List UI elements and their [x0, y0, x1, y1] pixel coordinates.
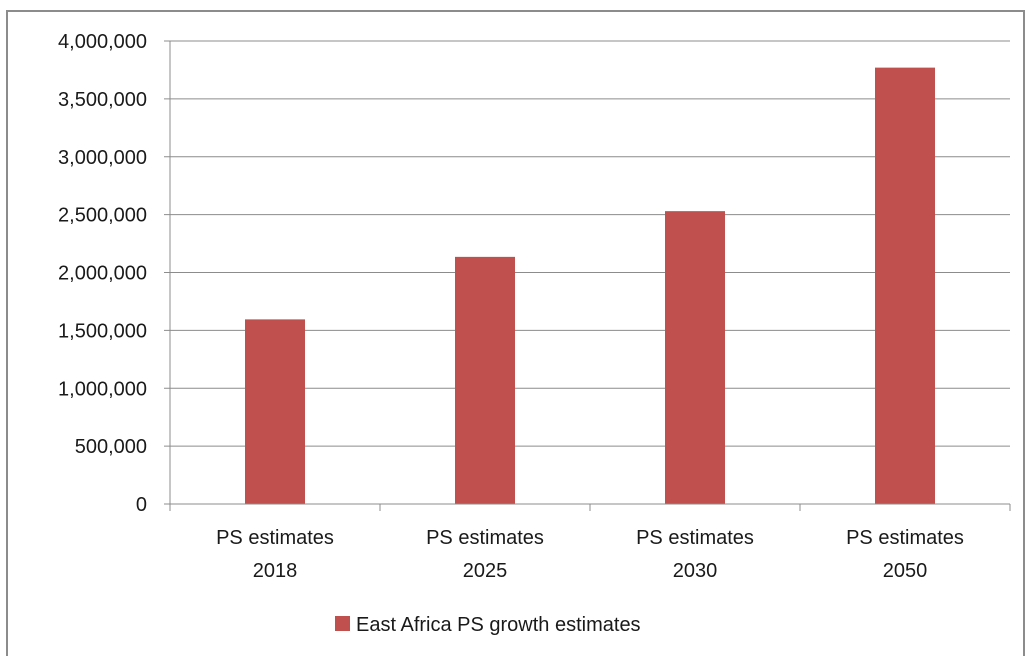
y-tick-label: 1,500,000: [58, 320, 147, 342]
x-tick-label: PS estimates: [216, 527, 334, 549]
bar: [665, 211, 725, 504]
x-tick-label: 2018: [253, 560, 298, 582]
x-tick-label: PS estimates: [426, 527, 544, 549]
y-tick-label: 1,000,000: [58, 378, 147, 400]
y-tick-label: 4,000,000: [58, 31, 147, 53]
y-tick-label: 3,500,000: [58, 89, 147, 111]
gridlines: [170, 40, 1010, 447]
y-tick-label: 2,500,000: [58, 205, 147, 227]
legend-label: East Africa PS growth estimates: [356, 614, 641, 636]
y-tick-label: 2,000,000: [58, 263, 147, 285]
bar: [245, 319, 305, 504]
x-tick-label: 2025: [463, 560, 508, 582]
x-tick-label: 2030: [673, 560, 718, 582]
x-tick-label: 2050: [883, 560, 928, 582]
y-axis-tick-labels: 0 500,000 1,000,000 1,500,000 2,000,000 2,500…: [58, 31, 147, 516]
x-axis-tick-labels: PS estimates 2018 PS estimates 2025 PS estim…: [216, 527, 964, 582]
legend: East Africa PS growth estimates: [335, 614, 641, 636]
y-tick-label: 0: [136, 494, 147, 516]
bar: [455, 256, 515, 504]
x-tick-label: PS estimates: [636, 527, 754, 549]
bars: [245, 67, 935, 504]
y-tick-label: 500,000: [75, 436, 147, 458]
axes: [164, 40, 1011, 511]
chart-frame: [6, 10, 1025, 656]
x-tick-label: PS estimates: [846, 527, 964, 549]
bar: [875, 67, 935, 504]
y-tick-label: 3,000,000: [58, 147, 147, 169]
legend-swatch: [335, 616, 350, 631]
